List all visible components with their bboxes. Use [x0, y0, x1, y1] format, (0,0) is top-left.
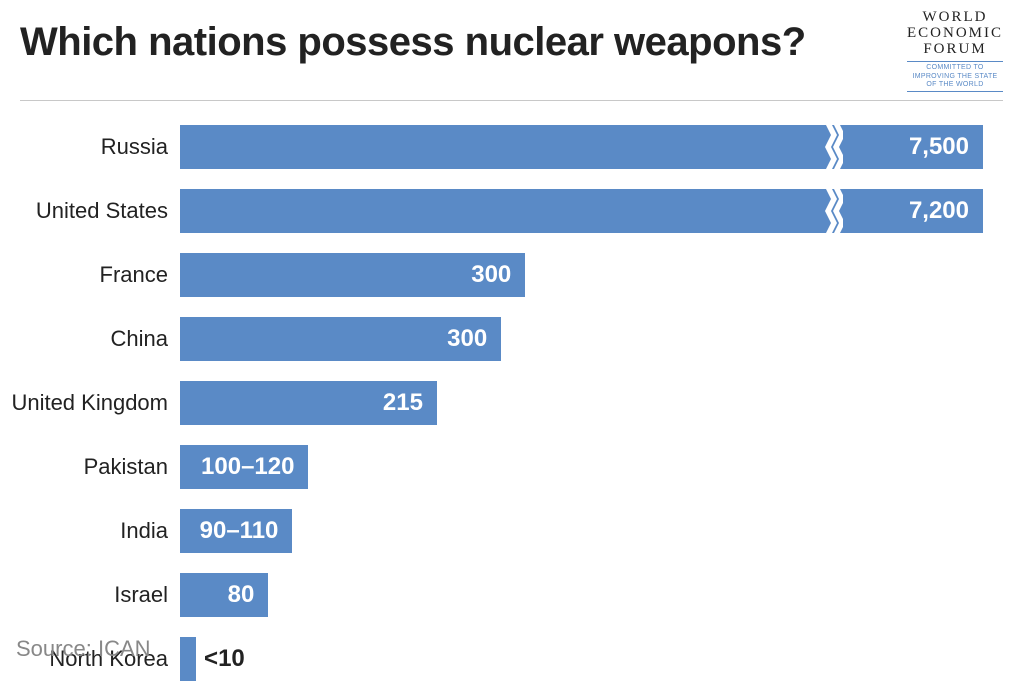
bar-track: 7,500 — [180, 125, 983, 169]
chart-row: United States 7,200 — [0, 183, 983, 239]
bar-value: 300 — [447, 325, 487, 353]
bar-value: 7,200 — [909, 197, 969, 225]
chart-row: India 90–110 — [0, 503, 983, 559]
axis-break-icon — [825, 187, 843, 235]
chart-row: China 300 — [0, 311, 983, 367]
axis-break-icon — [825, 123, 843, 171]
bar-value: 100–120 — [201, 453, 294, 481]
logo-line: FORUM — [923, 41, 986, 57]
logo-line: WORLD — [922, 9, 987, 25]
logo-tag-line: OF THE WORLD — [926, 81, 983, 88]
bar-track: 300 — [180, 253, 983, 297]
logo-line: ECONOMIC — [907, 25, 1003, 41]
logo-tagline: COMMITTED TO IMPROVING THE STATE OF THE … — [907, 61, 1003, 92]
bar-label: Pakistan — [0, 454, 180, 480]
chart-row: Pakistan 100–120 — [0, 439, 983, 495]
bar-track: 90–110 — [180, 509, 983, 553]
bar-track: 7,200 — [180, 189, 983, 233]
bar-value: 80 — [228, 581, 255, 609]
bar: 300 — [180, 317, 501, 361]
bar: 7,200 — [180, 189, 983, 233]
source-label: Source: — [16, 636, 92, 661]
logo-tag-line: IMPROVING THE STATE — [912, 73, 997, 80]
logo-text: WORLD ECONOMIC FORUM — [907, 10, 1003, 57]
bar-value: 90–110 — [200, 517, 279, 545]
bar: <10 — [180, 637, 196, 681]
bar-value: 7,500 — [909, 133, 969, 161]
chart-row: United Kingdom 215 — [0, 375, 983, 431]
bar-label: India — [0, 518, 180, 544]
bar-track: 80 — [180, 573, 983, 617]
bar-label: Russia — [0, 134, 180, 160]
header: Which nations possess nuclear weapons? W… — [0, 0, 1023, 100]
logo-tag-line: COMMITTED TO — [926, 64, 983, 71]
chart-row: Israel 80 — [0, 567, 983, 623]
bar-track: <10 — [180, 637, 983, 681]
page-title: Which nations possess nuclear weapons? — [20, 20, 907, 65]
bar-value: 215 — [383, 389, 423, 417]
bar: 7,500 — [180, 125, 983, 169]
bar: 80 — [180, 573, 268, 617]
bar: 100–120 — [180, 445, 308, 489]
chart-row: France 300 — [0, 247, 983, 303]
source-value: ICAN — [98, 636, 151, 661]
bar-label: China — [0, 326, 180, 352]
wef-logo: WORLD ECONOMIC FORUM COMMITTED TO IMPROV… — [907, 10, 1003, 92]
bar-label: United Kingdom — [0, 390, 180, 416]
bar-track: 100–120 — [180, 445, 983, 489]
header-rule — [20, 100, 1003, 101]
bar: 90–110 — [180, 509, 292, 553]
bar: 215 — [180, 381, 437, 425]
bar-value: <10 — [204, 645, 245, 673]
bar-label: United States — [0, 198, 180, 224]
bar-track: 215 — [180, 381, 983, 425]
bar-label: Israel — [0, 582, 180, 608]
bar-chart: Russia7,500United States7,200France300Ch… — [0, 119, 1023, 687]
bar: 300 — [180, 253, 525, 297]
bar-track: 300 — [180, 317, 983, 361]
chart-row: Russia 7,500 — [0, 119, 983, 175]
source-attribution: Source: ICAN — [16, 636, 151, 662]
bar-value: 300 — [471, 261, 511, 289]
bar-label: France — [0, 262, 180, 288]
